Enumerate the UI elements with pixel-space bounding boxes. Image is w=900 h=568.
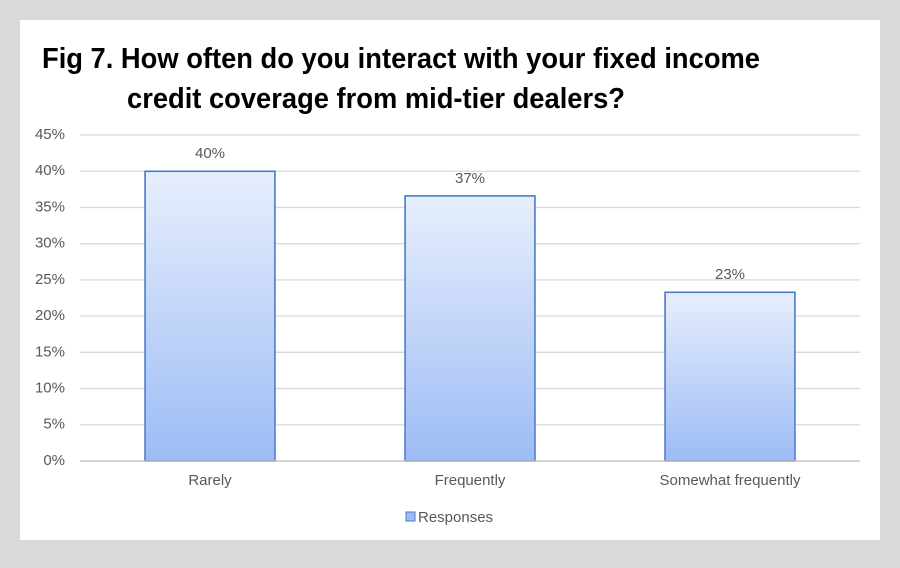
x-tick-label: Frequently [435,472,506,489]
y-tick-label: 5% [43,416,65,433]
y-tick-label: 0% [43,452,65,469]
value-label: 40% [195,145,225,162]
y-tick-label: 45% [35,126,65,143]
value-label: 37% [455,170,485,187]
x-tick-label: Somewhat frequently [660,472,801,489]
chart-title: credit coverage from mid-tier dealers? [127,83,625,115]
y-tick-label: 20% [35,307,65,324]
y-tick-label: 25% [35,271,65,288]
legend-label: Responses [418,509,493,526]
bar-shade [666,293,794,460]
y-tick-label: 35% [35,198,65,215]
y-tick-label: 15% [35,343,65,360]
y-tick-label: 40% [35,162,65,179]
bar-shade [146,172,274,460]
value-label: 23% [715,266,745,283]
legend-swatch [405,511,416,522]
bar-shade [406,196,534,460]
chart-title: Fig 7. How often do you interact with yo… [42,43,760,75]
y-tick-label: 10% [35,380,65,397]
x-tick-label: Rarely [188,472,232,489]
y-tick-label: 30% [35,235,65,252]
